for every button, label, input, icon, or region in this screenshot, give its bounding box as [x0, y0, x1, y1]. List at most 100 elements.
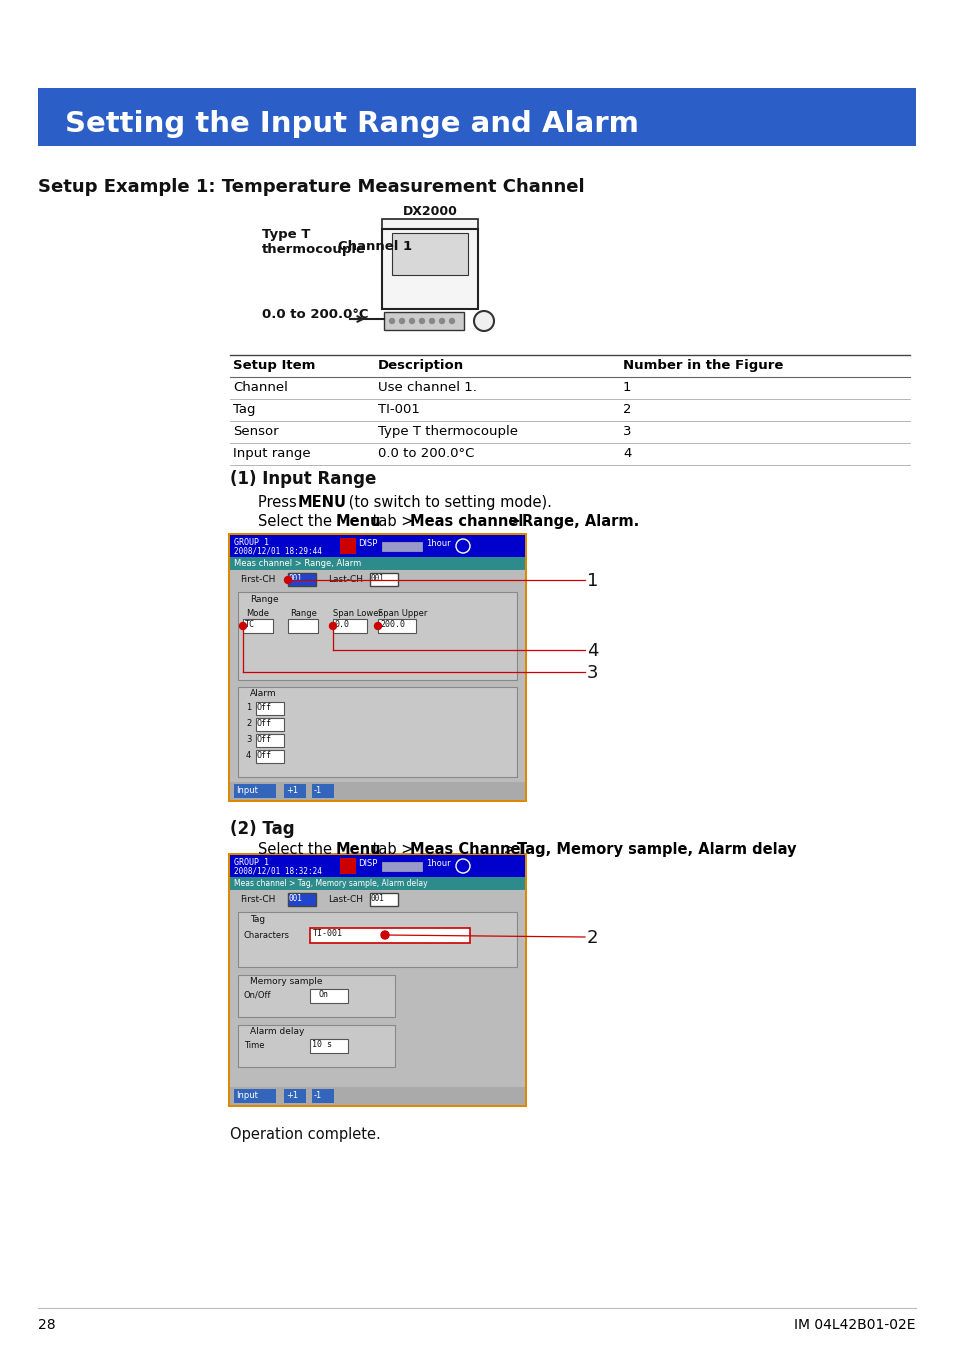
- Text: Input range: Input range: [233, 447, 311, 460]
- Bar: [230, 535, 524, 801]
- Text: 1hour: 1hour: [426, 859, 450, 868]
- Text: DISP: DISP: [357, 859, 377, 868]
- Circle shape: [449, 319, 454, 324]
- Text: (1) Input Range: (1) Input Range: [230, 470, 376, 487]
- Text: TI-001: TI-001: [313, 929, 343, 938]
- Bar: [237, 687, 517, 778]
- Text: Setup Item: Setup Item: [233, 359, 315, 373]
- Bar: [339, 859, 355, 873]
- Text: 1hour: 1hour: [426, 539, 450, 548]
- Text: +1: +1: [286, 786, 297, 795]
- Text: Use channel 1.: Use channel 1.: [377, 381, 476, 394]
- Circle shape: [439, 319, 444, 324]
- Bar: [381, 219, 477, 230]
- Text: GROUP 1: GROUP 1: [233, 539, 269, 547]
- Bar: [38, 88, 915, 146]
- Bar: [310, 990, 348, 1003]
- Bar: [384, 312, 463, 329]
- Text: Off: Off: [256, 703, 272, 711]
- Bar: [370, 572, 397, 586]
- Text: Characters: Characters: [244, 931, 290, 940]
- Bar: [284, 1089, 306, 1103]
- Text: 2: 2: [622, 404, 631, 416]
- Text: Type T thermocouple: Type T thermocouple: [377, 425, 517, 437]
- Text: tab >: tab >: [368, 842, 417, 857]
- Bar: [228, 853, 526, 1107]
- Text: Press: Press: [257, 495, 301, 510]
- Text: Input: Input: [235, 786, 257, 795]
- Text: Operation complete.: Operation complete.: [230, 1127, 380, 1142]
- Text: (to switch to setting mode).: (to switch to setting mode).: [344, 495, 551, 510]
- Text: Channel: Channel: [233, 381, 288, 394]
- Text: Select the: Select the: [257, 842, 336, 857]
- Text: 4: 4: [246, 751, 251, 760]
- Bar: [230, 535, 524, 558]
- Bar: [370, 892, 397, 906]
- Text: Last-CH: Last-CH: [328, 895, 363, 905]
- Text: On: On: [318, 990, 329, 999]
- Text: 0.0 to 200.0°C: 0.0 to 200.0°C: [377, 447, 474, 460]
- Text: 001: 001: [371, 574, 384, 583]
- Text: Select the: Select the: [257, 514, 336, 529]
- Bar: [233, 784, 275, 798]
- Text: Menu: Menu: [335, 842, 381, 857]
- Text: 200.0: 200.0: [379, 620, 405, 629]
- Bar: [288, 572, 315, 586]
- Text: Tag, Memory sample, Alarm delay: Tag, Memory sample, Alarm delay: [517, 842, 796, 857]
- Text: Off: Off: [256, 734, 272, 744]
- Text: 4: 4: [622, 447, 631, 460]
- Text: -1: -1: [314, 786, 322, 795]
- Circle shape: [380, 931, 389, 940]
- Text: 3: 3: [622, 425, 631, 437]
- Text: 001: 001: [289, 574, 302, 583]
- Circle shape: [239, 622, 246, 629]
- Text: 2: 2: [586, 929, 598, 946]
- Text: Setup Example 1: Temperature Measurement Channel: Setup Example 1: Temperature Measurement…: [38, 178, 584, 196]
- Bar: [284, 784, 306, 798]
- Text: GROUP 1: GROUP 1: [233, 859, 269, 867]
- Text: Meas Channel: Meas Channel: [410, 842, 525, 857]
- Text: Last-CH: Last-CH: [328, 575, 363, 585]
- Bar: [255, 751, 284, 763]
- Text: Span Lower: Span Lower: [333, 609, 381, 618]
- Text: Time: Time: [244, 1041, 264, 1050]
- Text: .: .: [754, 842, 759, 857]
- Bar: [255, 702, 284, 716]
- Text: +1: +1: [286, 1091, 297, 1100]
- Bar: [310, 927, 470, 944]
- Text: DX2000: DX2000: [402, 205, 456, 217]
- Text: Channel 1: Channel 1: [337, 240, 412, 252]
- Circle shape: [474, 310, 494, 331]
- Text: Memory sample: Memory sample: [250, 977, 322, 986]
- Text: Meas channel > Range, Alarm: Meas channel > Range, Alarm: [233, 559, 361, 568]
- Text: 3: 3: [246, 734, 251, 744]
- Bar: [288, 892, 315, 906]
- Text: >: >: [503, 514, 525, 529]
- Circle shape: [409, 319, 414, 324]
- Text: Type T
thermocouple: Type T thermocouple: [262, 228, 366, 256]
- Text: 0.0 to 200.0°C: 0.0 to 200.0°C: [262, 308, 368, 321]
- Text: Off: Off: [256, 720, 272, 728]
- Bar: [237, 593, 517, 680]
- Text: 4: 4: [586, 643, 598, 660]
- Bar: [288, 620, 317, 633]
- Circle shape: [419, 319, 424, 324]
- Text: Range, Alarm.: Range, Alarm.: [521, 514, 639, 529]
- Bar: [255, 734, 284, 747]
- Bar: [237, 913, 517, 967]
- Bar: [381, 230, 477, 309]
- Text: -1: -1: [314, 1091, 322, 1100]
- Bar: [381, 541, 421, 551]
- Circle shape: [375, 622, 381, 629]
- Text: 3: 3: [586, 664, 598, 682]
- Text: 10 s: 10 s: [312, 1040, 332, 1049]
- Bar: [243, 620, 273, 633]
- Bar: [312, 1089, 334, 1103]
- Bar: [392, 234, 468, 275]
- Bar: [377, 620, 416, 633]
- Text: 1: 1: [246, 703, 251, 711]
- Text: MENU: MENU: [297, 495, 347, 510]
- Text: Tag: Tag: [233, 404, 255, 416]
- Circle shape: [399, 319, 404, 324]
- Text: Tag: Tag: [250, 915, 265, 923]
